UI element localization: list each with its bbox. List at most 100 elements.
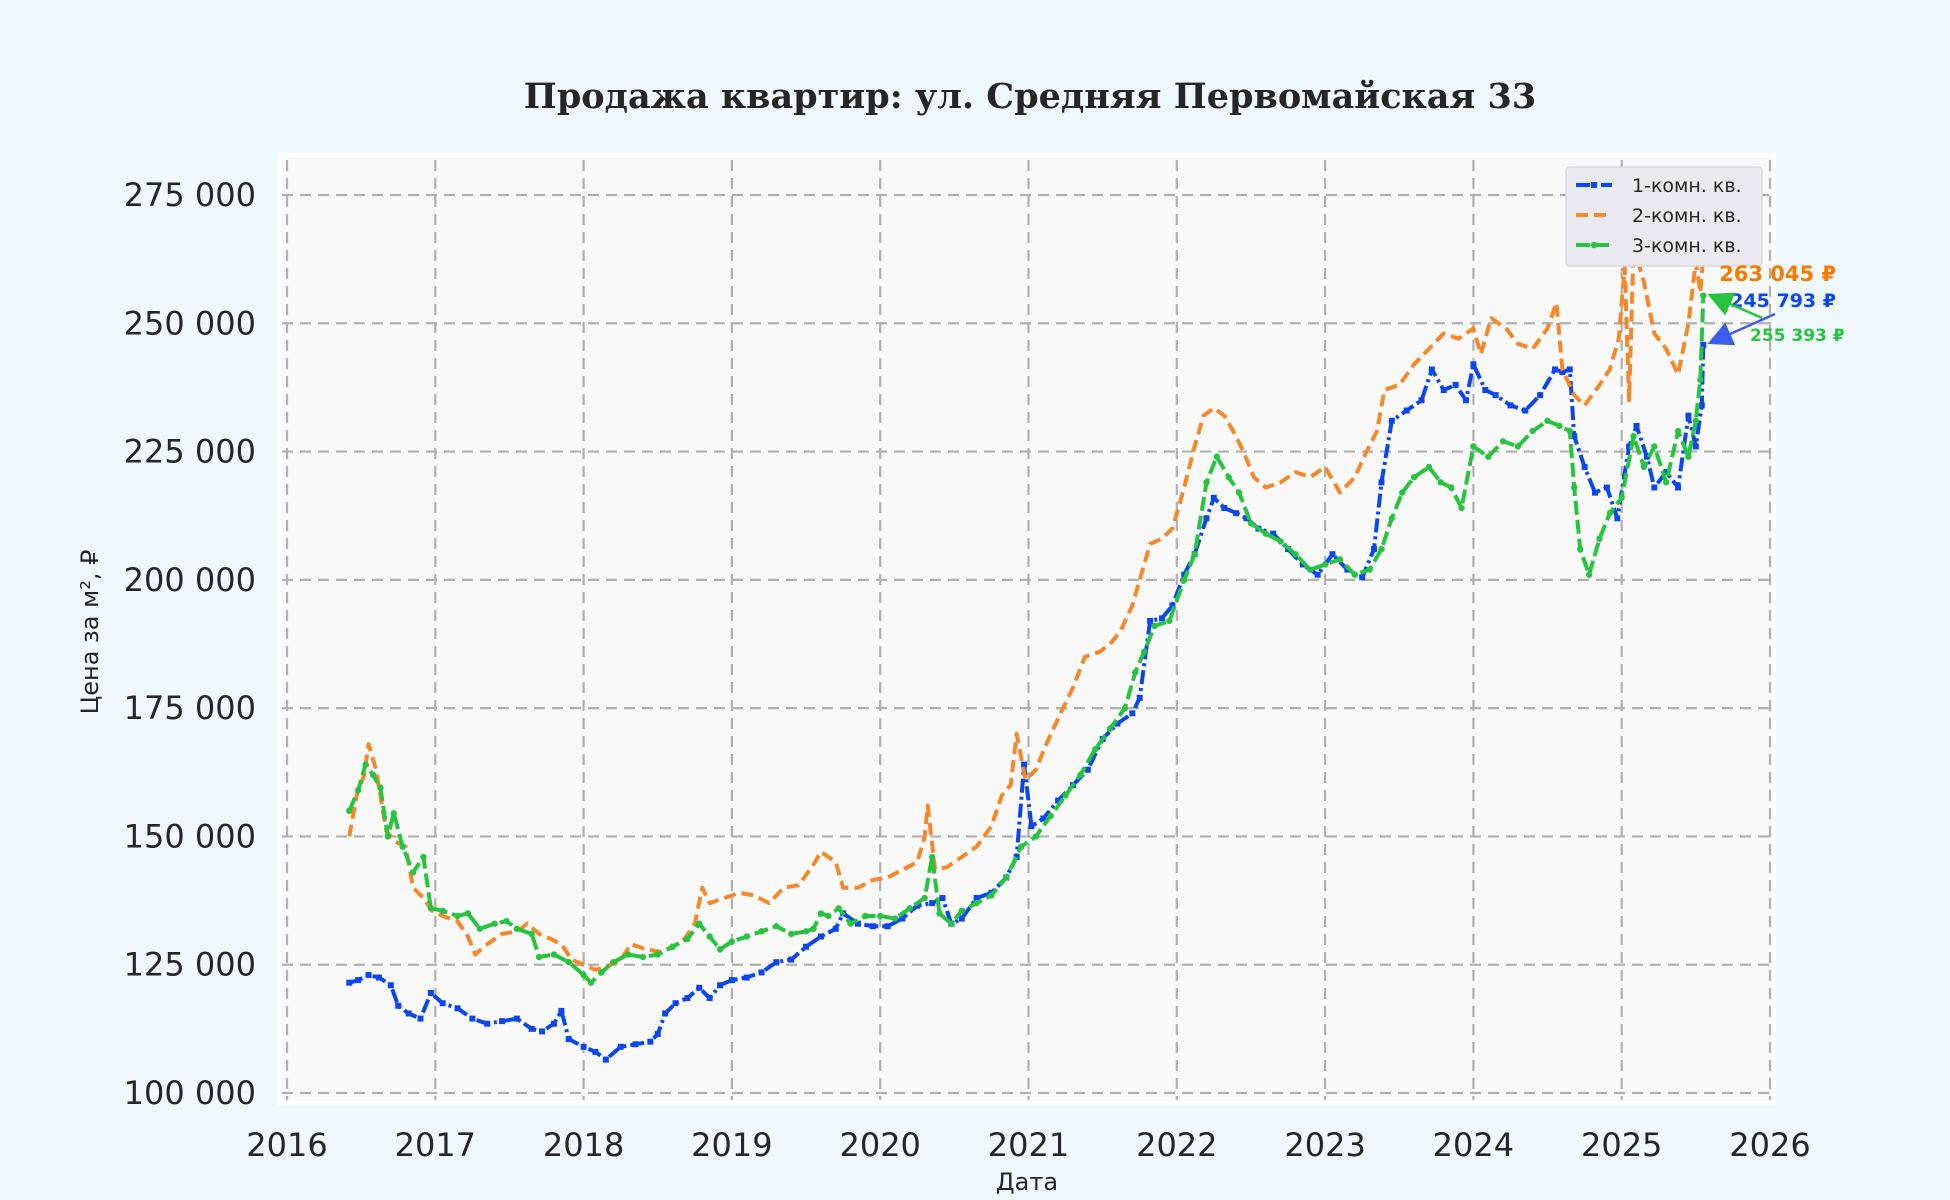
point-marker bbox=[499, 1018, 506, 1025]
point-marker bbox=[1243, 515, 1250, 522]
point-marker bbox=[362, 761, 369, 768]
point-marker bbox=[1169, 602, 1176, 609]
point-marker bbox=[1077, 771, 1084, 779]
point-marker bbox=[1606, 509, 1614, 517]
point-marker bbox=[921, 894, 928, 902]
point-marker bbox=[1643, 453, 1650, 460]
chart-title: Продажа квартир: ул. Средняя Первомайска… bbox=[523, 76, 1537, 117]
point-marker bbox=[1571, 433, 1578, 440]
point-marker bbox=[1055, 797, 1062, 804]
point-marker bbox=[835, 905, 842, 912]
point-marker bbox=[1556, 422, 1563, 430]
point-marker bbox=[1452, 381, 1459, 388]
point-marker bbox=[354, 787, 362, 794]
x-tick-label: 2026 bbox=[1729, 1126, 1810, 1164]
point-marker bbox=[375, 974, 382, 981]
y-tick-label: 150 000 bbox=[124, 817, 256, 855]
point-marker bbox=[654, 1030, 661, 1037]
point-marker bbox=[1674, 427, 1682, 435]
point-marker bbox=[662, 1010, 669, 1017]
series-line bbox=[347, 244, 1706, 972]
point-marker bbox=[672, 1000, 679, 1007]
point-marker bbox=[565, 1036, 572, 1043]
point-marker bbox=[1235, 489, 1243, 496]
point-marker bbox=[1351, 571, 1358, 578]
point-marker bbox=[439, 907, 446, 915]
x-tick-label: 2018 bbox=[543, 1126, 624, 1164]
point-marker bbox=[1003, 874, 1010, 881]
point-marker bbox=[1233, 510, 1240, 517]
point-marker bbox=[346, 807, 353, 814]
point-marker bbox=[884, 923, 891, 930]
point-marker bbox=[948, 920, 955, 927]
point-marker bbox=[580, 971, 587, 979]
y-tick-label: 250 000 bbox=[124, 304, 256, 342]
point-marker bbox=[1614, 515, 1621, 522]
point-marker bbox=[399, 843, 406, 850]
point-marker bbox=[832, 925, 839, 932]
point-marker bbox=[696, 984, 703, 991]
point-marker bbox=[390, 810, 397, 817]
point-marker bbox=[592, 1048, 599, 1055]
point-marker bbox=[706, 933, 713, 940]
legend-label: 3-комн. кв. bbox=[1632, 235, 1742, 257]
point-marker bbox=[802, 928, 810, 935]
point-marker bbox=[1685, 412, 1692, 419]
point-marker bbox=[1210, 494, 1217, 501]
point-marker bbox=[639, 953, 647, 961]
point-marker bbox=[1626, 443, 1633, 450]
point-marker bbox=[1566, 427, 1573, 435]
point-marker bbox=[728, 977, 735, 984]
point-marker bbox=[1522, 407, 1529, 414]
point-marker bbox=[550, 951, 558, 958]
point-marker bbox=[558, 1007, 565, 1014]
point-marker bbox=[914, 902, 921, 909]
point-marker bbox=[1440, 386, 1447, 393]
point-marker bbox=[1603, 484, 1610, 491]
point-marker bbox=[939, 895, 946, 902]
point-marker bbox=[1388, 515, 1396, 522]
point-marker bbox=[788, 956, 795, 963]
point-marker bbox=[420, 853, 427, 861]
point-marker bbox=[988, 892, 995, 899]
point-marker bbox=[1618, 494, 1625, 501]
point-marker bbox=[654, 951, 661, 958]
point-marker bbox=[788, 930, 795, 938]
point-marker bbox=[405, 1010, 412, 1017]
point-marker bbox=[1630, 432, 1637, 440]
y-tick-label: 225 000 bbox=[124, 433, 256, 471]
point-marker bbox=[1410, 474, 1418, 481]
x-axis-label: Дата bbox=[996, 1168, 1058, 1196]
point-marker bbox=[1292, 551, 1299, 558]
point-marker bbox=[632, 1041, 639, 1048]
point-marker bbox=[598, 969, 605, 976]
legend-label: 2-комн. кв. bbox=[1632, 205, 1742, 227]
data-series bbox=[346, 244, 1707, 1063]
point-marker bbox=[1507, 402, 1514, 409]
point-marker bbox=[384, 833, 392, 840]
x-tick-label: 2023 bbox=[1284, 1126, 1365, 1164]
y-tick-label: 275 000 bbox=[124, 176, 256, 214]
point-marker bbox=[1378, 479, 1385, 486]
point-marker bbox=[1366, 566, 1373, 573]
legend-box bbox=[1565, 166, 1763, 267]
point-marker bbox=[758, 969, 765, 976]
point-marker bbox=[973, 899, 980, 907]
point-marker bbox=[773, 923, 780, 930]
point-marker bbox=[973, 895, 980, 902]
point-marker bbox=[454, 912, 461, 920]
point-marker bbox=[929, 900, 936, 907]
point-marker bbox=[1566, 366, 1573, 373]
point-marker bbox=[717, 982, 724, 989]
legend-marker bbox=[1590, 241, 1598, 249]
point-marker bbox=[1470, 361, 1477, 368]
x-tick-label: 2022 bbox=[1136, 1126, 1217, 1164]
point-marker bbox=[810, 925, 817, 932]
point-marker bbox=[1692, 417, 1700, 424]
point-marker bbox=[1021, 761, 1028, 768]
point-marker bbox=[817, 933, 824, 940]
point-marker bbox=[728, 938, 736, 945]
point-marker bbox=[1529, 427, 1536, 435]
point-marker bbox=[696, 920, 703, 927]
